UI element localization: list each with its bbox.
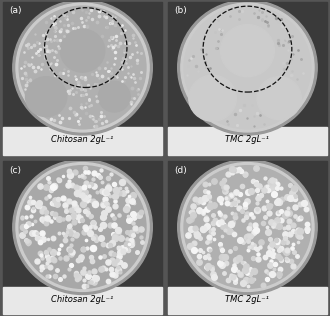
Circle shape [257, 77, 301, 120]
Circle shape [19, 166, 146, 289]
Bar [168, 127, 327, 155]
Text: TMC 2gL⁻¹: TMC 2gL⁻¹ [225, 295, 269, 304]
Circle shape [181, 3, 314, 132]
Text: Chitosan 2gL⁻¹: Chitosan 2gL⁻¹ [51, 295, 114, 304]
Circle shape [181, 163, 314, 291]
Text: Chitosan 2gL⁻¹: Chitosan 2gL⁻¹ [51, 135, 114, 144]
Text: TMC 2gL⁻¹: TMC 2gL⁻¹ [225, 135, 269, 144]
Circle shape [25, 77, 67, 117]
Bar [168, 287, 327, 314]
Circle shape [178, 0, 317, 135]
Bar [3, 127, 162, 155]
Circle shape [13, 0, 152, 135]
Circle shape [184, 166, 311, 289]
Bar [3, 287, 162, 314]
Circle shape [184, 6, 311, 129]
Circle shape [189, 75, 236, 121]
Circle shape [98, 81, 130, 112]
Circle shape [19, 6, 146, 129]
Text: (a): (a) [10, 6, 22, 15]
Text: (b): (b) [175, 6, 187, 15]
Bar [168, 2, 327, 127]
Circle shape [13, 160, 152, 295]
Circle shape [178, 160, 317, 295]
Bar [3, 2, 162, 127]
Bar [168, 161, 327, 287]
Circle shape [220, 25, 274, 77]
Circle shape [16, 3, 149, 132]
Bar [3, 161, 162, 287]
Text: (c): (c) [10, 166, 22, 175]
Circle shape [16, 163, 149, 291]
Text: (d): (d) [175, 166, 187, 175]
Circle shape [60, 29, 105, 72]
